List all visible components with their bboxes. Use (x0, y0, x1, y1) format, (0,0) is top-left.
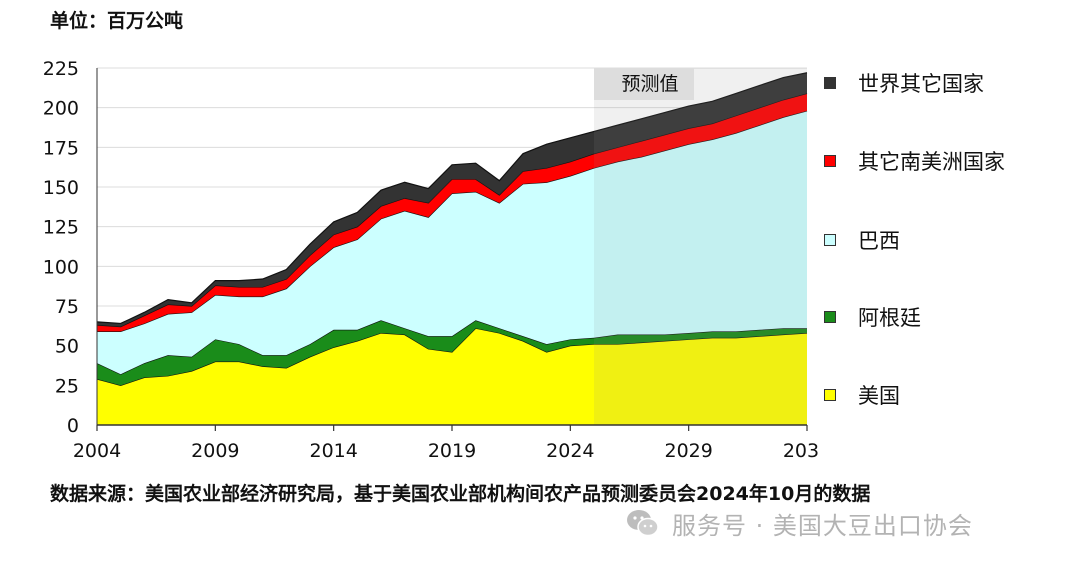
legend-item: 美国 (824, 380, 900, 410)
y-tick-label: 75 (55, 296, 79, 318)
x-tick-label: 2009 (191, 440, 239, 462)
y-tick-label: 100 (43, 256, 79, 278)
y-tick-label: 225 (43, 58, 79, 80)
legend-label: 世界其它国家 (858, 72, 984, 96)
legend-swatch (824, 389, 836, 401)
legend-item: 其它南美洲国家 (824, 146, 1005, 176)
legend-label: 美国 (858, 384, 900, 408)
x-tick-label: 2019 (428, 440, 476, 462)
x-tick-label: 2014 (309, 440, 357, 462)
area-其它南美洲国家 (97, 93, 807, 332)
legend-item: 阿根廷 (824, 302, 921, 332)
y-tick-label: 125 (43, 217, 79, 239)
watermark-text: 服务号 · 美国大豆出口协会 (672, 511, 973, 540)
legend-swatch (824, 77, 836, 89)
area-outline-世界其它国家 (96, 72, 808, 325)
y-tick-label: 50 (55, 336, 79, 358)
source-note: 数据来源：美国农业部经济研究局，基于美国农业部机构间农产品预测委员会2024年1… (50, 483, 871, 505)
y-tick-label: 25 (55, 375, 79, 397)
x-tick-label: 2034 (783, 440, 820, 462)
chart-area: 预测值 2004 2009 2014 2019 2024 2029 2034 0 25 50 75 10… (43, 58, 820, 462)
legend-swatch (824, 234, 836, 246)
forecast-label: 预测值 (621, 73, 678, 95)
legend-item: 世界其它国家 (824, 68, 984, 98)
y-tick-label: 175 (43, 137, 79, 159)
y-tick-label: 200 (43, 98, 79, 120)
area-巴西 (97, 110, 807, 375)
y-tick-label: 150 (43, 177, 79, 199)
area-阿根廷 (97, 320, 807, 386)
unit-label: 单位：百万公吨 (50, 10, 184, 32)
area-美国 (97, 328, 807, 425)
x-tick-label: 2004 (73, 440, 121, 462)
legend-label: 阿根廷 (858, 306, 921, 330)
legend-label: 巴西 (858, 229, 900, 253)
wechat-icon (627, 510, 659, 537)
legend-item: 巴西 (824, 225, 900, 255)
watermark: 服务号 · 美国大豆出口协会 (626, 503, 973, 543)
area-世界其它国家 (97, 72, 807, 327)
legend-swatch (824, 311, 836, 323)
legend-swatch (824, 155, 836, 167)
x-tick-label: 2029 (664, 440, 712, 462)
y-tick-label: 0 (67, 415, 79, 437)
legend-label: 其它南美洲国家 (858, 150, 1005, 174)
forecast-label-bg (594, 68, 694, 100)
legend: 世界其它国家 其它南美洲国家 巴西阿根廷美国 (824, 68, 1074, 418)
forecast-shade (594, 68, 807, 425)
x-tick-label: 2024 (546, 440, 594, 462)
